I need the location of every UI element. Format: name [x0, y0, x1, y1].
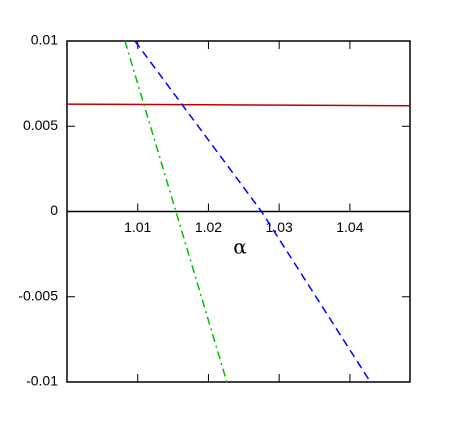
x-tick-label: 1.01: [124, 219, 151, 235]
y-tick-label: -0.01: [26, 373, 58, 389]
x-axis-label: α: [233, 235, 247, 259]
y-tick-label: 0: [50, 202, 58, 218]
x-tick-label: 1.04: [336, 219, 363, 235]
x-tick-label: 1.03: [266, 219, 293, 235]
y-tick-label: -0.005: [18, 287, 58, 303]
x-tick-label: 1.02: [195, 219, 222, 235]
data-line: [66, 103, 411, 107]
data-line: [124, 40, 228, 383]
y-tick-label: 0.01: [31, 32, 58, 48]
y-tick-label: 0.005: [23, 117, 58, 133]
data-line: [134, 40, 372, 383]
